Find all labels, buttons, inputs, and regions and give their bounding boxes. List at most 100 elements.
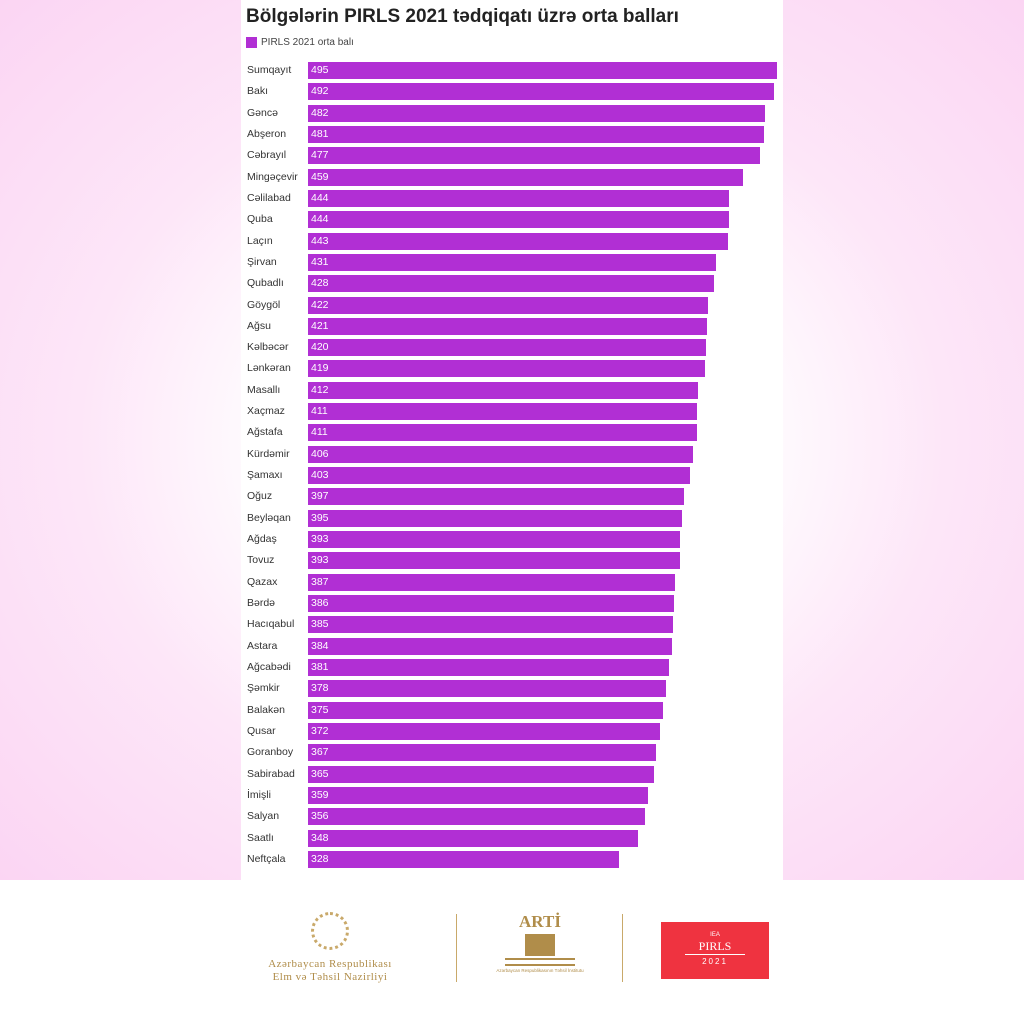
bar: 419 [308,360,705,378]
bar: 495 [308,62,777,79]
category-label: Masallı [247,383,281,396]
bar: 482 [308,104,765,122]
category-label: Şəmkir [247,682,280,695]
bar: 375 [308,701,664,719]
data-label: 387 [311,575,329,588]
bar: 365 [308,765,654,783]
data-label: 384 [311,639,329,652]
bar: 395 [308,509,683,527]
bar: 397 [308,488,685,506]
data-label: 378 [311,682,329,695]
bar: 393 [308,552,681,570]
category-label: Laçın [247,234,273,247]
category-label: Oğuz [247,490,273,503]
category-label: Salyan [247,810,280,823]
data-label: 393 [311,554,329,567]
category-label: Xaçmaz [247,405,285,418]
divider [456,914,457,982]
lines-decoration [505,958,575,966]
bar: 420 [308,339,706,357]
category-label: Bakı [247,85,269,98]
data-label: 420 [311,341,329,354]
category-label: Lənkəran [247,362,291,375]
bar: 385 [308,616,673,634]
data-label: 367 [311,746,329,759]
bar: 372 [308,722,661,740]
book-icon [525,934,555,956]
data-label: 393 [311,533,329,546]
divider [622,914,623,982]
category-label: Göygöl [247,298,281,311]
category-label: Kürdəmir [247,447,290,460]
bar: 492 [308,83,775,101]
bar: 328 [308,850,619,868]
bar: 459 [308,168,743,186]
category-label: Abşeron [247,127,287,140]
category-label: Qazax [247,575,278,588]
data-label: 411 [311,405,328,418]
data-label: 481 [311,127,329,140]
category-label: Quba [247,213,273,226]
bar: 348 [308,829,638,847]
data-label: 444 [311,213,329,226]
category-label: Qubadlı [247,277,284,290]
ministry-logo: Azərbaycan Respublikası Elm və Təhsil Na… [250,912,410,984]
data-label: 419 [311,362,329,375]
arti-name: ARTİ [519,912,561,931]
bar: 411 [308,403,698,421]
category-label: Bərdə [247,597,276,609]
category-label: Beyləqan [247,511,291,524]
category-label: Cəbrayıl [247,149,287,162]
data-label: 422 [311,298,329,311]
data-label: 482 [311,106,329,119]
category-label: Ağdaş [247,533,277,546]
ministry-line-1: Azərbaycan Respublikası [268,958,392,970]
bar: 444 [308,189,729,207]
data-label: 359 [311,788,329,801]
legend-swatch [246,37,257,48]
category-label: Gəncə [247,106,278,119]
bar: 428 [308,275,714,293]
emblem-icon [311,912,349,950]
data-label: 328 [311,852,329,865]
category-label: Cəlilabad [247,191,291,204]
iea-label: IEA [710,932,720,938]
category-label: Neftçala [247,852,286,865]
data-label: 431 [311,255,329,268]
bar: 411 [308,424,698,442]
data-label: 428 [311,277,329,290]
legend-label: PIRLS 2021 orta balı [261,37,354,48]
data-label: 356 [311,810,329,823]
data-label: 381 [311,660,329,673]
data-label: 421 [311,319,329,332]
category-label: Qusar [247,724,276,737]
category-label: Astara [247,639,278,652]
category-label: Saatlı [247,831,274,844]
chart-title: Bölgələrin PIRLS 2021 tədqiqatı üzrə ort… [246,6,679,27]
data-label: 492 [311,85,329,98]
category-label: Kəlbəcər [247,341,289,354]
data-label: 397 [311,490,329,503]
bar: 443 [308,232,728,250]
arti-subtitle: Azərbaycan Respublikasının Təhsil İnstit… [496,968,584,973]
data-label: 444 [311,191,329,204]
category-label: Şirvan [247,255,277,268]
data-label: 412 [311,383,329,396]
category-label: Goranboy [247,746,294,759]
bar: 421 [308,317,707,335]
category-label: Ağstafa [247,426,283,439]
bar: 356 [308,808,646,826]
ministry-line-2: Elm və Təhsil Nazirliyi [272,971,388,983]
bar: 431 [308,253,717,271]
data-label: 365 [311,767,329,780]
category-label: Ağcabədi [247,660,291,673]
category-label: Şamaxı [247,469,283,482]
data-label: 443 [311,234,329,247]
data-label: 477 [311,149,329,162]
bar: 444 [308,211,729,229]
category-label: Sumqayıt [247,64,292,76]
category-label: Ağsu [247,319,271,332]
data-label: 395 [311,511,329,524]
category-label: Balakən [247,703,285,716]
pirls-year: 2021 [702,957,728,966]
